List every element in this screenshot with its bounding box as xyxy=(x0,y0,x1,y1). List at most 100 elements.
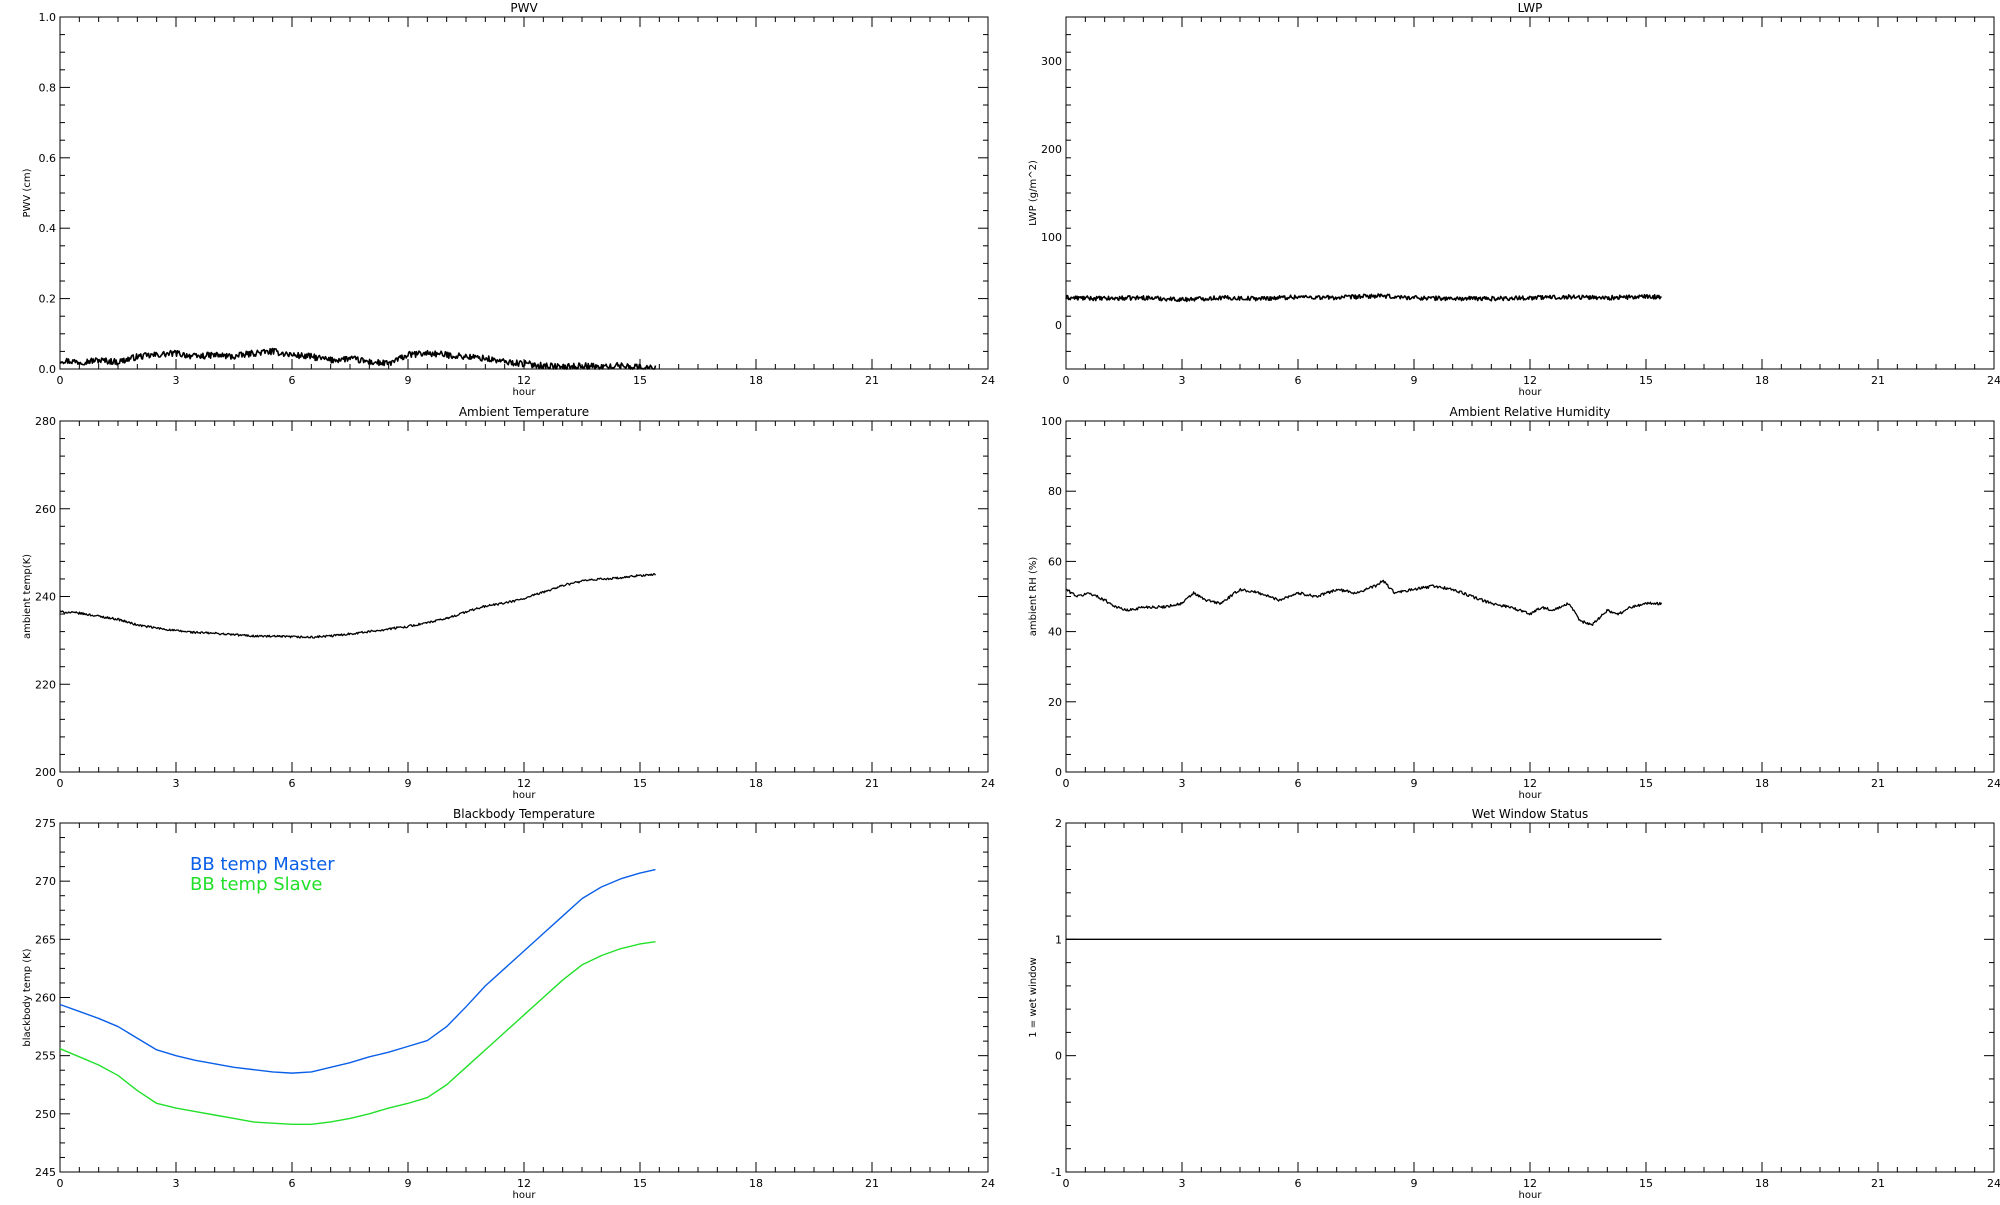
x-tick-label: 0 xyxy=(57,374,64,387)
x-tick-label: 15 xyxy=(633,374,647,387)
y-tick-label: 1 xyxy=(1055,933,1062,946)
x-tick-label: 21 xyxy=(1871,777,1885,790)
x-tick-label: 21 xyxy=(865,1177,879,1190)
x-tick-label: 24 xyxy=(1987,1177,2000,1190)
x-tick-label: 9 xyxy=(405,374,412,387)
x-tick-label: 0 xyxy=(1063,374,1070,387)
y-tick-label: 0.6 xyxy=(39,152,57,165)
x-tick-label: 12 xyxy=(517,777,531,790)
y-axis-label: 1 = wet window xyxy=(1028,957,1039,1037)
x-tick-label: 6 xyxy=(1295,777,1302,790)
chart-panel: Ambient Temperature 0 3 6 9 12 15 18 21 24 hour 200… xyxy=(22,405,995,801)
chart-panel: Ambient Relative Humidity 0 3 6 9 12 15 18 21 24 h… xyxy=(1028,405,2000,801)
plot-frame xyxy=(1065,420,1995,773)
x-axis-label: hour xyxy=(1519,1190,1543,1200)
x-tick-label: 6 xyxy=(289,777,296,790)
x-tick-label: 3 xyxy=(1179,777,1186,790)
y-axis-label: blackbody temp (K) xyxy=(22,948,33,1046)
series-line xyxy=(59,940,656,1126)
x-tick-label: 0 xyxy=(57,1177,64,1190)
y-tick-label: 20 xyxy=(1048,696,1062,709)
x-tick-label: 18 xyxy=(1755,1177,1769,1190)
y-axis-label: ambient temp(K) xyxy=(22,554,33,639)
x-tick-label: 21 xyxy=(1871,1177,1885,1190)
x-tick-label: 21 xyxy=(865,374,879,387)
x-tick-label: 18 xyxy=(749,1177,763,1190)
x-tick-label: 18 xyxy=(749,374,763,387)
x-axis-label: hour xyxy=(513,790,537,801)
x-tick-label: 3 xyxy=(1179,374,1186,387)
y-tick-label: 0.4 xyxy=(39,222,57,235)
plot-frame xyxy=(1065,16,1995,370)
y-tick-label: 200 xyxy=(1041,143,1062,156)
x-tick-label: 18 xyxy=(1755,777,1769,790)
x-tick-label: 18 xyxy=(749,777,763,790)
y-tick-label: 275 xyxy=(35,817,56,830)
x-tick-label: 12 xyxy=(517,374,531,387)
chart-panel: LWP 0 3 6 9 12 15 18 21 24 hour 0 100 200 300 LWP (g/m^… xyxy=(1028,1,2000,398)
x-tick-label: 9 xyxy=(405,1177,412,1190)
x-tick-label: 24 xyxy=(1987,374,2000,387)
x-tick-label: 3 xyxy=(173,1177,180,1190)
chart-title: Ambient Temperature xyxy=(459,405,589,419)
x-tick-label: 15 xyxy=(1639,1177,1653,1190)
x-tick-label: 12 xyxy=(1523,777,1537,790)
x-tick-label: 0 xyxy=(1063,777,1070,790)
x-tick-label: 15 xyxy=(1639,777,1653,790)
x-tick-label: 21 xyxy=(865,777,879,790)
x-tick-label: 21 xyxy=(1871,374,1885,387)
legend-entry: BB temp Slave xyxy=(190,874,322,895)
x-tick-label: 15 xyxy=(633,1177,647,1190)
x-tick-label: 15 xyxy=(1639,374,1653,387)
chart-title: Wet Window Status xyxy=(1472,807,1588,821)
y-tick-label: 0.8 xyxy=(39,81,57,94)
series-line xyxy=(59,868,656,1074)
x-tick-label: 6 xyxy=(289,1177,296,1190)
legend-entry: BB temp Master xyxy=(190,854,335,875)
y-tick-label: 300 xyxy=(1041,55,1062,68)
x-tick-label: 3 xyxy=(173,374,180,387)
y-tick-label: 280 xyxy=(35,415,56,428)
x-axis-label: hour xyxy=(513,387,537,398)
x-tick-label: 3 xyxy=(1179,1177,1186,1190)
x-tick-label: 6 xyxy=(1295,374,1302,387)
x-tick-label: 12 xyxy=(1523,1177,1537,1190)
series-line xyxy=(1065,293,1662,303)
x-tick-label: 24 xyxy=(981,777,995,790)
y-tick-label: 255 xyxy=(35,1050,56,1063)
x-tick-label: 12 xyxy=(1523,374,1537,387)
series-line xyxy=(59,573,657,639)
y-tick-label: 270 xyxy=(35,875,56,888)
x-axis-label: hour xyxy=(1519,387,1543,398)
y-tick-label: 260 xyxy=(35,992,56,1005)
x-tick-label: 3 xyxy=(173,777,180,790)
x-tick-label: 24 xyxy=(981,374,995,387)
y-tick-label: 2 xyxy=(1055,817,1062,830)
y-tick-label: 0 xyxy=(1055,766,1062,779)
x-tick-label: 6 xyxy=(289,374,296,387)
y-tick-label: 260 xyxy=(35,503,56,516)
y-tick-label: 60 xyxy=(1048,555,1062,568)
x-tick-label: 15 xyxy=(633,777,647,790)
y-tick-label: 100 xyxy=(1041,415,1062,428)
y-tick-label: 245 xyxy=(35,1166,56,1179)
y-axis-label: LWP (g/m^2) xyxy=(1028,160,1039,226)
x-tick-label: 9 xyxy=(1411,777,1418,790)
series-line xyxy=(59,347,657,370)
y-tick-label: 0 xyxy=(1055,319,1062,332)
x-tick-label: 9 xyxy=(405,777,412,790)
x-tick-label: 0 xyxy=(1063,1177,1070,1190)
y-tick-label: 80 xyxy=(1048,485,1062,498)
series-line xyxy=(1065,579,1663,626)
x-tick-label: 12 xyxy=(517,1177,531,1190)
x-tick-label: 9 xyxy=(1411,1177,1418,1190)
y-tick-label: 0 xyxy=(1055,1050,1062,1063)
chart-panel: PWV 0 3 6 9 12 15 18 21 24 hour 0.0 0.2 0.4 0.6 0.8 1.0 P… xyxy=(22,1,995,398)
y-tick-label: 40 xyxy=(1048,626,1062,639)
y-tick-label: 200 xyxy=(35,766,56,779)
x-tick-label: 6 xyxy=(1295,1177,1302,1190)
y-tick-label: 240 xyxy=(35,591,56,604)
